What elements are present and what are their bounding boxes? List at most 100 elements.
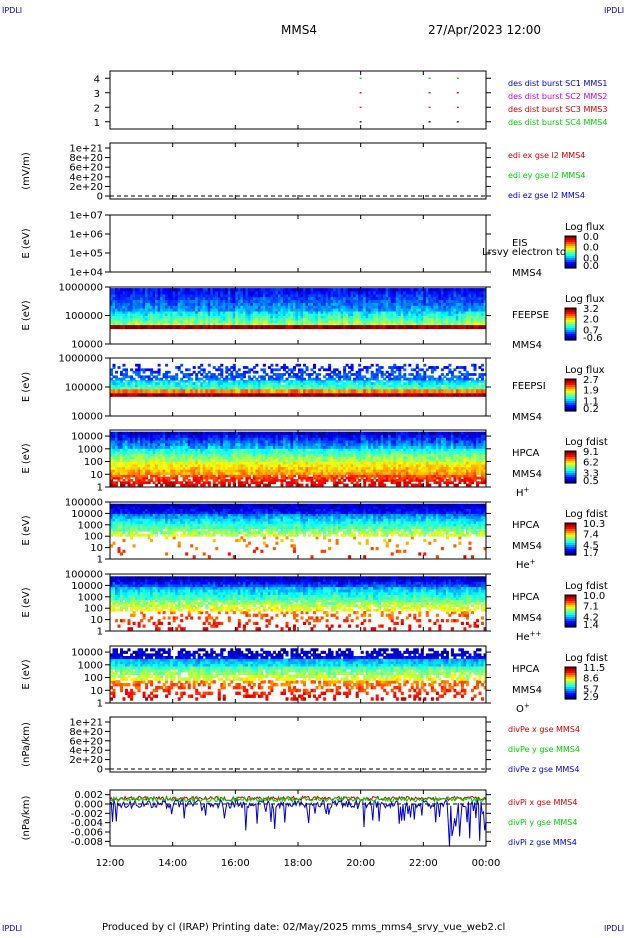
heat-cell-4-3-58-6 [255,364,258,367]
ytick-label-1-0: 0 [97,192,103,203]
panel-frame-2 [110,215,486,272]
heat-cell-4-3-39-6 [208,364,211,367]
ylabel-2: E (eV) [21,228,32,258]
heat-cell-5-1-22-4 [165,461,168,464]
ylabel-3: E (eV) [21,300,32,330]
burst-legend-1: des dist burst SC2 MMS2 [508,92,607,101]
heat-cell-4-3-48-3 [230,371,233,374]
colorbar-tick-3-3: -0.6 [583,333,603,344]
heat-cell-4-3-66-6 [275,364,278,367]
heat-cell-4-1-97-0 [353,389,356,394]
heat-cell-3-2-7-2 [128,302,131,305]
ylabel-9: (nPa/km) [21,722,32,767]
overlay-text-2: Lrsvy electron to [482,247,566,258]
heat-cell-4-3-125-6 [423,364,426,367]
burst-legend-0: des dist burst SC1 MMS1 [508,79,607,88]
heat-cell-4-3-76-4 [301,368,304,371]
heat-cell-4-3-64-6 [270,364,273,367]
heat-cell-5-0-37-4 [203,475,206,478]
heat-cell-4-3-128-3 [431,371,434,374]
heat-cell-3-2-82-2 [316,302,319,305]
heat-cell-5-0-7-4 [128,475,131,478]
burst-legend-3: des dist burst SC4 MMS4 [508,118,607,127]
heat-cell-3-2-127-0 [428,308,431,311]
heat-cell-4-3-135-6 [448,364,451,367]
heat-cell-4-3-148-6 [481,364,484,367]
heat-cell-4-3-32-0 [190,378,193,381]
heat-cell-4-3-37-1 [203,375,206,378]
heat-cell-4-3-37-3 [203,371,206,374]
heat-cell-4-0-142-0 [466,393,469,397]
legend-1-2: edi ez gse l2 MMS4 [508,191,585,200]
heat-cell-3-2-142-4 [466,297,469,300]
heat-cell-3-2-37-2 [203,302,206,305]
heat-cell-4-3-36-6 [200,364,203,367]
heat-cell-4-3-23-3 [168,371,171,374]
burst-mark-3-1 [429,78,431,79]
heat-cell-3-0-142-0 [466,325,469,330]
heat-cell-3-2-37-6 [203,291,206,294]
heat-cell-4-1-82-0 [316,389,319,394]
panel-frame-0 [110,71,486,129]
heat-cell-4-3-3-5 [118,366,121,369]
heat-cell-5-0-76-0 [301,484,304,487]
heat-cell-4-3-82-2 [316,373,319,376]
burst-mark-1-1 [429,107,431,108]
heat-cell-4-3-8-4 [130,368,133,371]
heat-cell-3-2-22-7 [165,288,168,291]
heat-cell-3-0-127-0 [428,325,431,330]
colorbar-tick-2-1: 0.0 [583,243,599,254]
corner-logo-tl: IPDLI [2,6,22,15]
colorbar-tick-4-0: 2.7 [583,375,599,386]
heat-cell-4-0-127-0 [428,393,431,397]
heat-cell-3-2-67-7 [278,288,281,291]
heat-cell-4-3-102-3 [366,371,369,374]
heat-cell-3-2-7-4 [128,297,131,300]
heat-cell-3-2-67-0 [278,308,281,311]
heat-cell-5-0-142-0 [466,484,469,487]
heat-cell-4-3-108-5 [381,366,384,369]
heat-cell-3-2-82-4 [316,297,319,300]
heat-cell-3-2-22-0 [165,308,168,311]
heat-cell-4-3-67-4 [278,368,281,371]
burst-mark-2-1 [429,92,431,93]
heat-cell-4-3-90-4 [336,368,339,371]
heat-cell-4-3-58-3 [255,371,258,374]
burst-legend-2: des dist burst SC3 MMS3 [508,105,607,114]
heat-cell-4-3-2-3 [115,371,118,374]
ytick-label-9-5: 1e+21 [69,718,103,729]
heat-cell-4-3-55-3 [248,371,251,374]
heat-cell-3-0-97-0 [353,325,356,330]
ytick-label-9-0: 0 [97,765,103,776]
heat-cell-4-3-112-5 [391,366,394,369]
ytick-label-1-2: 4e+20 [69,172,103,183]
heat-cell-4-3-33-5 [193,366,196,369]
heat-cell-4-1-127-0 [428,389,431,394]
heat-cell-4-3-77-0 [303,378,306,381]
heat-cell-5-0-82-0 [316,484,319,487]
heat-cell-4-3-61-6 [263,364,266,367]
heat-cell-5-0-14-4 [145,475,148,478]
heat-cell-3-0-112-0 [391,325,394,330]
heat-cell-3-2-37-4 [203,297,206,300]
ytick-label-3-0: 10000 [71,340,103,351]
heat-cell-5-0-67-2 [278,479,281,482]
heat-cell-3-2-22-6 [165,291,168,294]
ytick-label-0-1: 2 [94,103,100,114]
heat-cell-3-2-97-0 [353,308,356,311]
heat-cell-4-3-37-4 [203,368,206,371]
panel-frame-1 [110,143,486,199]
heat-cell-3-2-112-0 [391,308,394,311]
heat-cell-4-1-37-0 [203,389,206,394]
heat-cell-3-2-67-4 [278,297,281,300]
burst-mark-2-2 [457,92,459,93]
panel-frame-9 [110,717,486,772]
burst-mark-0-2 [457,121,459,122]
colorbar-tick-3-1: 2.0 [583,315,599,326]
heat-cell-4-0-112-0 [391,393,394,397]
heat-cell-4-0-52-0 [240,393,243,397]
heat-cell-4-3-19-3 [158,371,161,374]
heat-cell-4-3-1-6 [113,364,116,367]
